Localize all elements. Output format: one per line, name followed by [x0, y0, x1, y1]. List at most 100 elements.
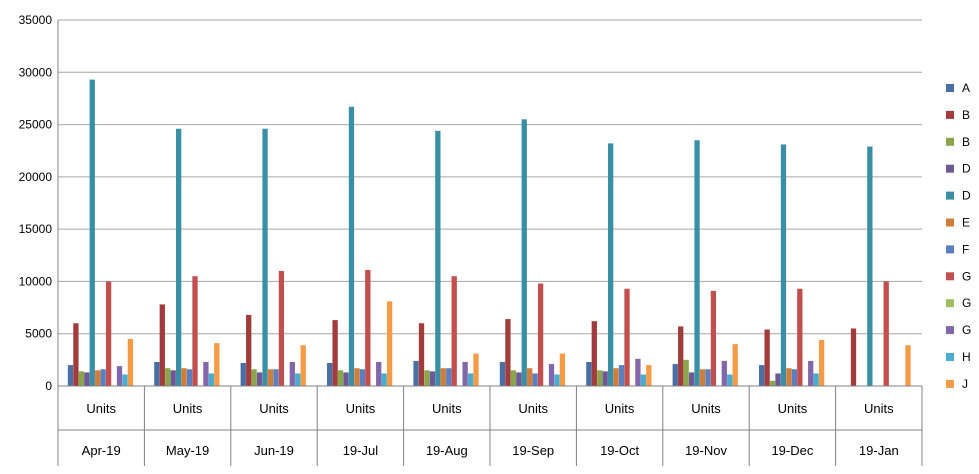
- category-group-label: Units: [432, 401, 462, 416]
- category-group-label: Units: [259, 401, 289, 416]
- category-month-label: 19-Jan: [859, 443, 899, 458]
- bar: [608, 143, 614, 386]
- legend-label: E: [962, 216, 970, 230]
- bar: [246, 314, 252, 386]
- bar: [510, 370, 517, 386]
- y-tick-label: 25000: [19, 118, 53, 132]
- bar: [84, 372, 90, 386]
- category-month-label: 19-Nov: [685, 443, 727, 458]
- legend-swatch: [946, 299, 954, 308]
- bar: [208, 373, 215, 386]
- bar: [597, 370, 603, 386]
- bar: [359, 369, 366, 386]
- bar: [467, 373, 474, 386]
- bar: [721, 360, 727, 386]
- bar: [376, 361, 382, 386]
- category-group-label: Units: [605, 401, 635, 416]
- bar: [424, 370, 430, 386]
- category-month-label: 19-Oct: [600, 443, 639, 458]
- bar: [732, 344, 738, 386]
- bar: [192, 276, 198, 386]
- bar: [170, 370, 176, 386]
- bar: [327, 362, 333, 386]
- bar: [613, 368, 619, 386]
- category-group-label: Units: [173, 401, 203, 416]
- category-group-label: Units: [346, 401, 376, 416]
- legend-label: D: [962, 162, 971, 176]
- bar: [89, 79, 95, 387]
- category-month-label: 19-Dec: [771, 443, 813, 458]
- legend-label: H: [962, 350, 971, 364]
- y-tick-label: 30000: [19, 65, 53, 79]
- bar: [462, 361, 468, 386]
- bar: [527, 368, 533, 386]
- bar: [203, 361, 209, 386]
- bar: [688, 372, 695, 386]
- bar: [181, 368, 187, 386]
- bar: [699, 369, 706, 386]
- bar: [95, 370, 101, 386]
- bar: [591, 321, 597, 386]
- category-month-label: 19-Aug: [426, 443, 468, 458]
- bar: [251, 369, 257, 386]
- bar: [554, 374, 560, 386]
- y-tick-label: 35000: [19, 13, 53, 27]
- bar: [73, 323, 79, 386]
- bar: [624, 288, 630, 386]
- bar: [332, 320, 338, 386]
- bar: [78, 371, 85, 386]
- bar: [635, 358, 641, 386]
- legend-label: F: [962, 242, 969, 256]
- bar: [759, 365, 765, 386]
- y-tick-label: 15000: [19, 222, 53, 236]
- legend-swatch: [946, 379, 954, 388]
- bar: [548, 364, 555, 386]
- legend-label: B: [962, 108, 970, 122]
- x-axis-category-labels: Units Apr-19 Units May-19 Units Jun-19 Units 19…: [57, 386, 923, 466]
- bar: [165, 368, 171, 386]
- legend-swatch: [946, 245, 954, 254]
- bar: [850, 328, 857, 386]
- bar: [672, 364, 678, 386]
- legend-swatch: [946, 164, 954, 173]
- bar: [694, 140, 700, 386]
- bar: [451, 276, 457, 386]
- bar: [780, 144, 787, 386]
- gridlines: [58, 19, 922, 387]
- bar: [262, 128, 268, 386]
- category-group-label: Units: [518, 401, 548, 416]
- bar: [154, 361, 160, 386]
- category-month-label: Apr-19: [82, 443, 121, 458]
- bar: [537, 283, 544, 386]
- bar: [256, 372, 263, 386]
- bar: [808, 360, 814, 386]
- bar: [337, 370, 344, 386]
- bar: [775, 373, 781, 386]
- bar: [769, 380, 776, 386]
- legend-label: J: [962, 377, 968, 391]
- legend-swatch: [946, 218, 954, 227]
- bar: [418, 323, 425, 386]
- bar: [710, 290, 717, 386]
- legend-label: B: [962, 135, 970, 149]
- legend-swatch: [946, 326, 954, 335]
- bar: [473, 353, 479, 386]
- bar: [429, 371, 436, 386]
- legend-swatch: [946, 84, 954, 92]
- bar: [240, 362, 246, 386]
- category-group-label: Units: [864, 401, 894, 416]
- bar: [602, 371, 608, 386]
- category-group-label: Units: [691, 401, 721, 416]
- category-group-label: Units: [778, 401, 808, 416]
- bar: [905, 345, 911, 386]
- legend-label: D: [962, 189, 971, 203]
- category-month-label: May-19: [166, 443, 209, 458]
- bar: [67, 365, 74, 386]
- bar: [214, 343, 220, 386]
- bar: [343, 372, 349, 386]
- legend-swatch: [946, 191, 954, 200]
- bar: [678, 326, 684, 386]
- bars: [67, 79, 911, 387]
- legend-label: G: [962, 269, 971, 283]
